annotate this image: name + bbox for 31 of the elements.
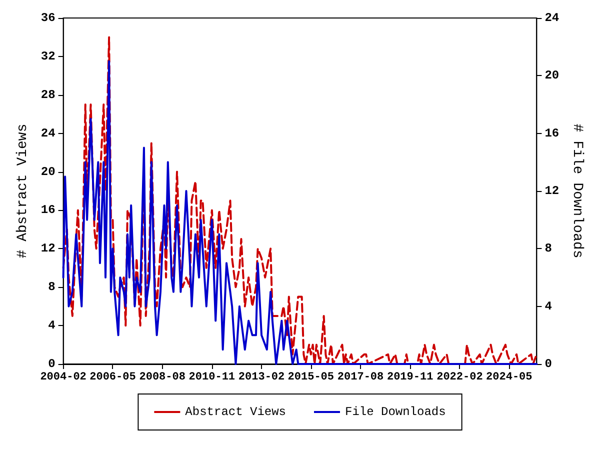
y2-tick-label: 8 <box>544 242 552 256</box>
y-tick-label: 16 <box>40 203 56 218</box>
y2-tick-label: 12 <box>544 184 560 198</box>
x-tick-label: 2015-05 <box>288 372 334 384</box>
y-tick-label: 24 <box>40 126 56 140</box>
y-tick-label: 8 <box>48 280 56 294</box>
x-tick-label: 2010-11 <box>188 372 236 384</box>
y2-axis-title: # File Downloads <box>569 124 585 258</box>
x-tick-label: 2013-02 <box>238 372 285 384</box>
x-tick-label: 2019-11 <box>386 372 434 384</box>
y-tick-label: 12 <box>40 242 56 256</box>
x-tick-label: 2008-08 <box>139 372 186 384</box>
y-tick-label: 36 <box>40 11 56 25</box>
y2-tick-label: 4 <box>544 299 552 314</box>
y2-tick-label: 0 <box>544 357 552 371</box>
y2-tick-label: 16 <box>544 126 560 140</box>
x-tick-label: 2006-05 <box>90 372 136 384</box>
x-tick-label: 2004-02 <box>40 372 86 384</box>
x-tick-label: 2022-02 <box>436 372 483 384</box>
y-tick-label: 0 <box>48 357 56 371</box>
legend-label: Abstract Views <box>185 405 286 419</box>
y2-tick-label: 20 <box>544 68 560 83</box>
y-axis-title: # Abstract Views <box>15 124 31 258</box>
y-tick-label: 20 <box>40 164 56 179</box>
y-tick-label: 28 <box>40 88 56 102</box>
y-tick-label: 32 <box>40 49 56 64</box>
x-tick-label: 2024-05 <box>486 372 533 384</box>
legend-label: File Downloads <box>345 405 446 419</box>
y-tick-label: 4 <box>48 318 56 333</box>
y2-tick-label: 24 <box>544 11 560 25</box>
x-tick-label: 2017-08 <box>337 372 384 384</box>
